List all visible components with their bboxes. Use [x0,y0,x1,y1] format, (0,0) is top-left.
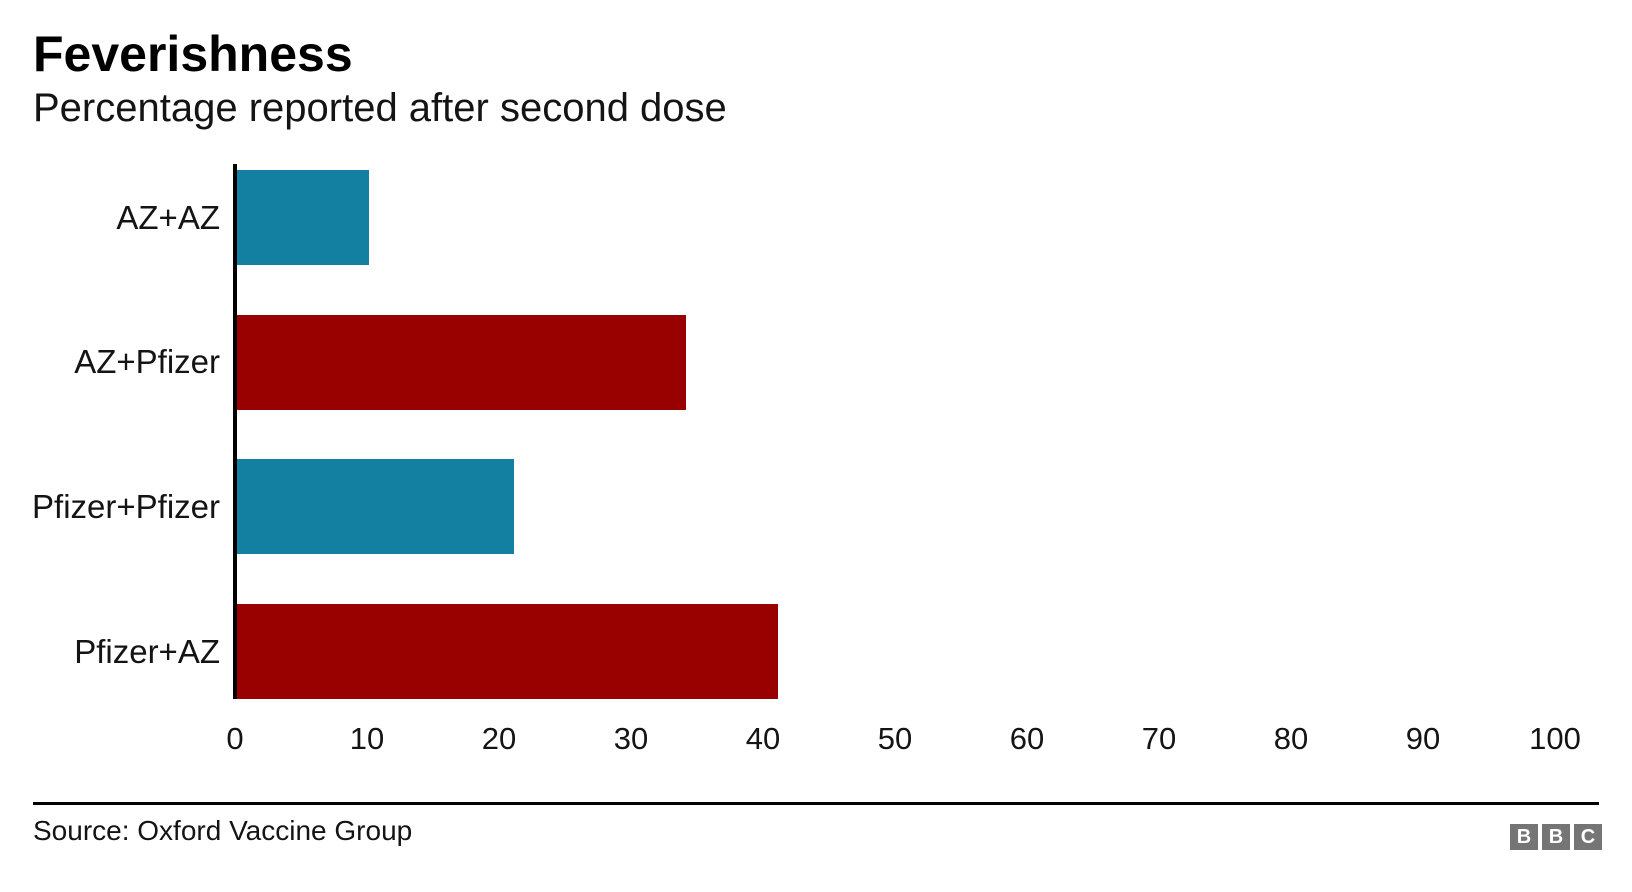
x-tick-label: 50 [877,721,913,756]
footer-divider [33,802,1599,805]
chart-title: Feverishness [33,26,353,82]
x-tick-label: 30 [613,721,649,756]
source-text: Source: Oxford Vaccine Group [33,815,413,846]
bbc-logo-letter: B [1516,826,1532,848]
x-tick-label: 20 [481,721,517,756]
category-label: Pfizer+Pfizer [32,487,220,525]
bbc-logo-letter: B [1548,826,1564,848]
x-tick-label: 10 [349,721,385,756]
bbc-logo-block: C [1574,824,1602,850]
y-axis-zero-line [233,164,237,699]
bbc-logo: B B C [1510,824,1602,850]
x-axis-ticks: 0 10 20 30 40 50 60 70 80 90 100 [226,721,1580,761]
bar [237,604,779,700]
bar [237,314,686,410]
x-tick-label: 70 [1141,721,1177,756]
x-tick-label: 100 [1529,721,1581,756]
bbc-logo-block: B [1510,824,1538,850]
x-tick-label: 40 [745,721,781,756]
x-tick-label: 60 [1009,721,1045,756]
bar [237,170,369,265]
chart-subtitle: Percentage reported after second dose [33,86,727,130]
bar-rows [237,170,1557,700]
category-label: AZ+AZ [116,198,220,236]
bbc-logo-block: B [1542,824,1570,850]
x-tick-label: 80 [1273,721,1309,756]
category-labels: AZ+AZ AZ+Pfizer Pfizer+Pfizer Pfizer+AZ [0,170,220,700]
x-tick-label: 90 [1405,721,1441,756]
bbc-logo-letter: C [1580,826,1596,848]
category-label: Pfizer+AZ [74,632,220,670]
bar [237,459,515,555]
x-tick-label: 0 [226,721,244,756]
category-label: AZ+Pfizer [74,343,220,381]
